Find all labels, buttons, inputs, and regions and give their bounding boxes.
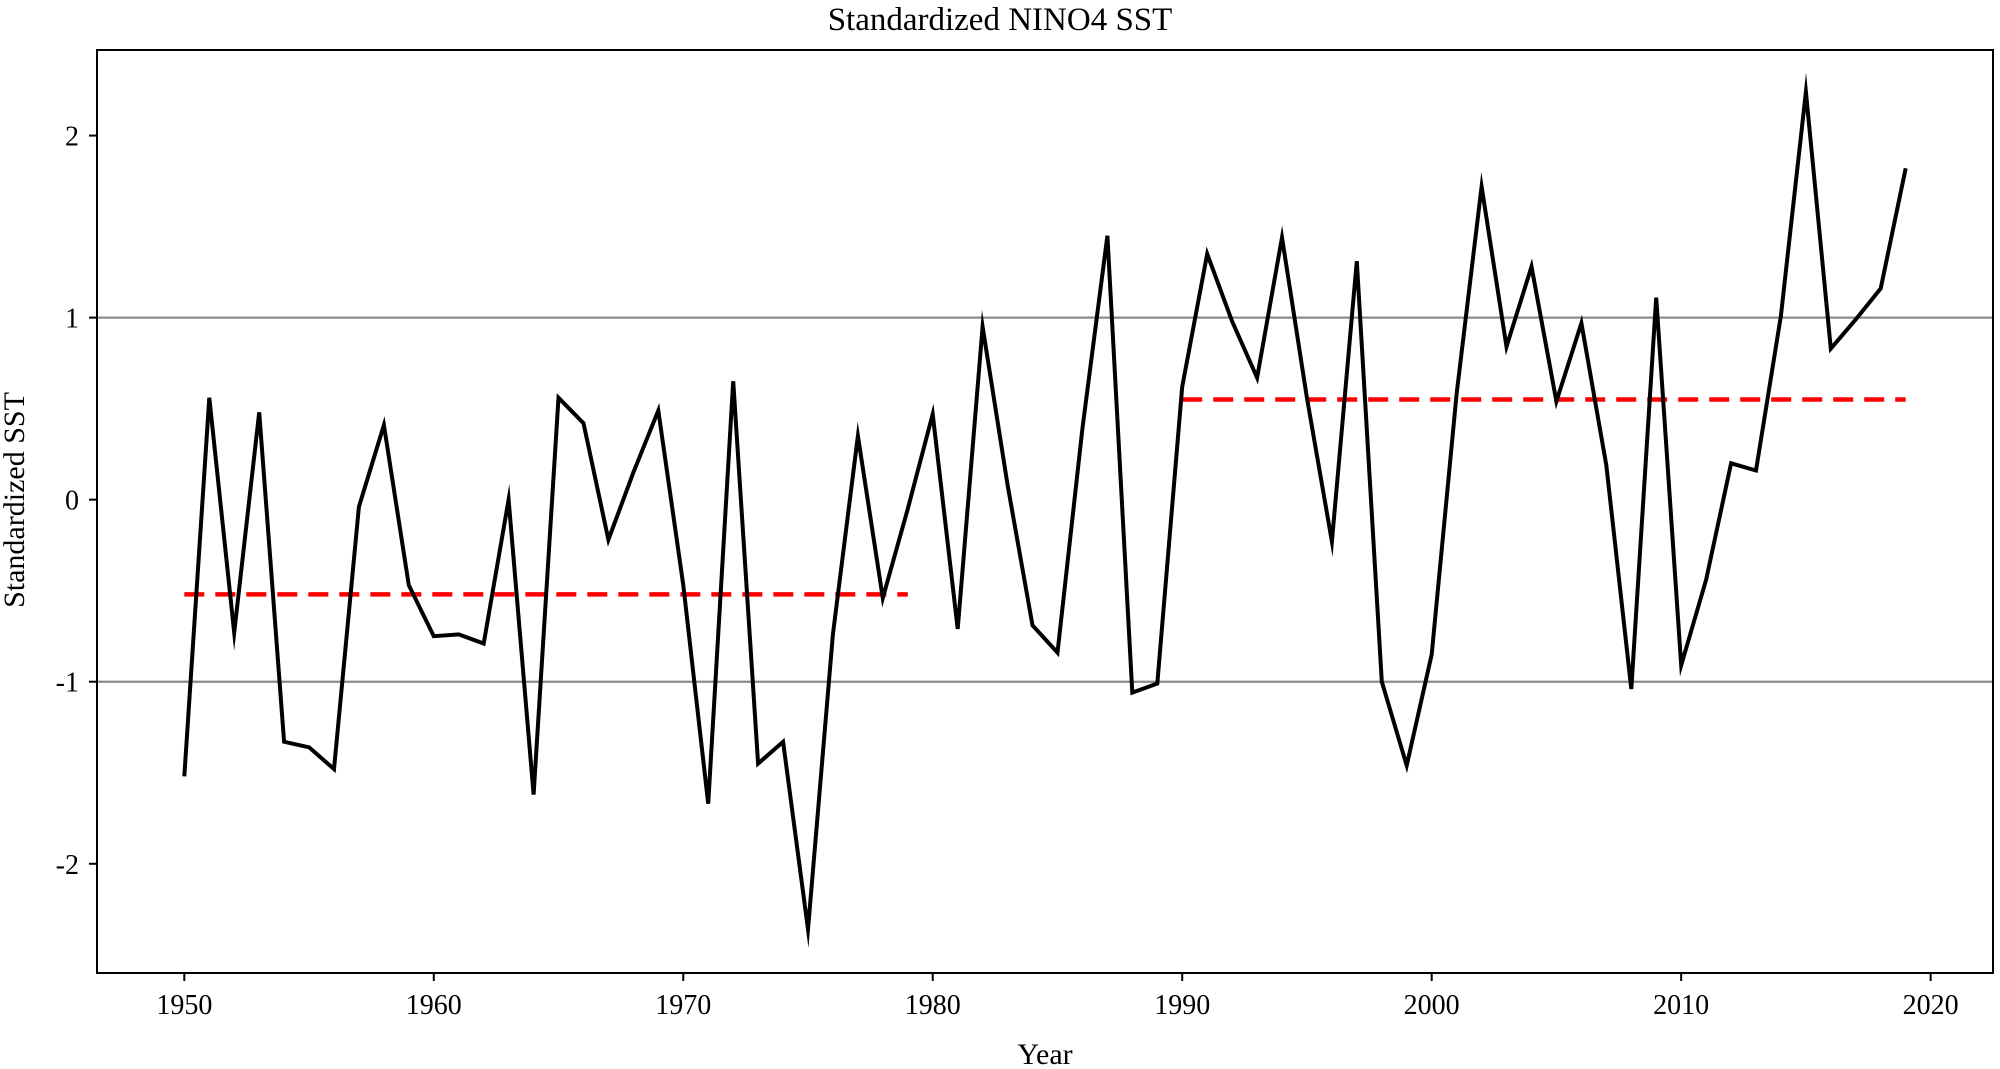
chart-title: Standardized NINO4 SST (828, 2, 1173, 38)
x-tick-label-2010: 2010 (1653, 990, 1709, 1021)
x-tick-label-1960: 1960 (406, 990, 462, 1021)
y-tick-label-0: -2 (56, 850, 79, 881)
x-tick-label-1980: 1980 (905, 990, 961, 1021)
plot-frame (96, 49, 1994, 974)
x-tick-label-1950: 1950 (156, 990, 212, 1021)
x-axis-ticks: 1950 1960 1970 1980 1990 2000 2010 2020 (156, 973, 1959, 1021)
y-tick-label-2: 0 (65, 486, 79, 517)
y-tick-label-4: 2 (65, 122, 79, 153)
reference-lines (97, 316, 1993, 683)
series-layer (182, 72, 1908, 948)
y-tick-label-3: 1 (65, 304, 79, 335)
series-line-1 (182, 72, 1908, 948)
y-tick-label-1: -1 (56, 668, 79, 699)
x-tick-label-1990: 1990 (1154, 990, 1210, 1021)
x-tick-label-1970: 1970 (655, 990, 711, 1021)
x-tick-label-2020: 2020 (1903, 990, 1959, 1021)
x-axis-label: Year (1017, 1038, 1072, 1069)
y-axis-ticks: -2 -1 0 1 2 (56, 122, 97, 881)
mean-segments (184, 397, 1906, 597)
x-tick-label-2000: 2000 (1404, 990, 1460, 1021)
y-axis-label: Standardized SST (0, 392, 31, 608)
